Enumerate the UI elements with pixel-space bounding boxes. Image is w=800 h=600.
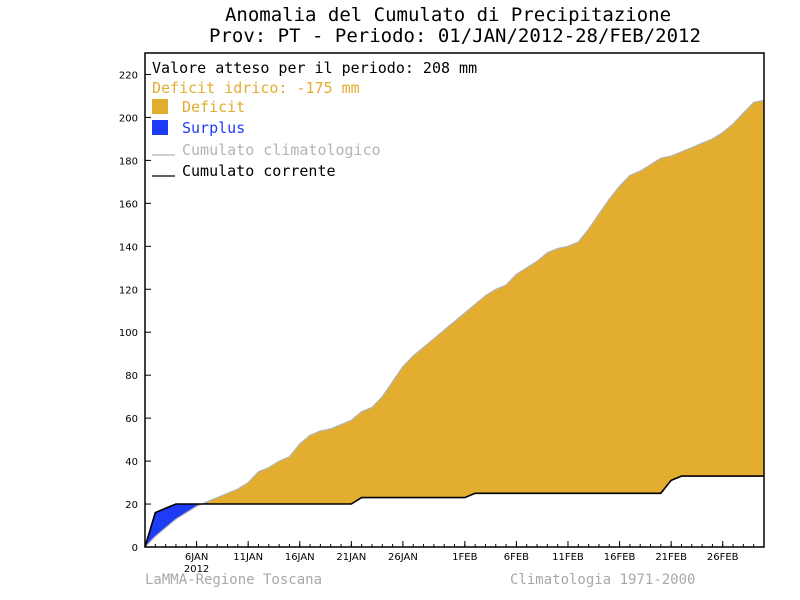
y-tick-label: 160 bbox=[119, 199, 138, 210]
y-tick-label: 0 bbox=[132, 543, 138, 554]
x-tick-label: 11FEB bbox=[552, 552, 584, 563]
y-tick-label: 140 bbox=[119, 242, 138, 253]
x-tick-label: 6JAN bbox=[185, 552, 208, 563]
y-tick-label: 180 bbox=[119, 156, 138, 167]
plot-area bbox=[144, 99, 765, 548]
current-line bbox=[144, 475, 764, 548]
y-tick-label: 40 bbox=[125, 457, 138, 468]
legend-label: Surplus bbox=[182, 119, 245, 137]
x-tick-year-label: 2012 bbox=[184, 564, 209, 575]
footer-right: Climatologia 1971-2000 bbox=[510, 572, 695, 588]
y-axis: 0 20 40 60 80 100 120 140 160 180 200 220 bbox=[119, 70, 151, 554]
x-tick-label: 11JAN bbox=[233, 552, 263, 563]
legend-label: Deficit bbox=[182, 98, 245, 116]
climatological-line bbox=[144, 99, 765, 548]
x-tick-label: 1FEB bbox=[452, 552, 477, 563]
y-tick-label: 120 bbox=[119, 285, 138, 296]
x-tick-label: 26JAN bbox=[388, 552, 418, 563]
legend-label: Cumulato corrente bbox=[182, 162, 336, 180]
x-tick-label: 16FEB bbox=[604, 552, 636, 563]
legend-swatch-deficit bbox=[152, 99, 168, 114]
x-tick-label: 21JAN bbox=[336, 552, 366, 563]
chart-title: Anomalia del Cumulato di Precipitazione bbox=[225, 4, 671, 26]
y-tick-label: 60 bbox=[125, 414, 138, 425]
y-tick-label: 200 bbox=[119, 113, 138, 124]
x-tick-label: 21FEB bbox=[655, 552, 687, 563]
y-tick-label: 100 bbox=[119, 328, 138, 339]
y-tick-label: 80 bbox=[125, 371, 138, 382]
footer-left: LaMMA-Regione Toscana bbox=[145, 572, 322, 588]
legend-label: Cumulato climatologico bbox=[182, 141, 381, 159]
y-tick-label: 220 bbox=[119, 70, 138, 81]
chart-subtitle: Prov: PT - Periodo: 01/JAN/2012-28/FEB/2… bbox=[209, 25, 701, 47]
x-tick-label: 26FEB bbox=[707, 552, 739, 563]
surplus-area bbox=[145, 501, 207, 547]
x-tick-label: 6FEB bbox=[504, 552, 529, 563]
x-tick-label: 16JAN bbox=[285, 552, 315, 563]
legend-swatch-surplus bbox=[152, 120, 168, 135]
y-tick-label: 20 bbox=[125, 500, 138, 511]
legend: Valore atteso per il periodo: 208 mm Def… bbox=[152, 59, 477, 180]
deficit-area bbox=[145, 100, 764, 548]
expected-value-text: Valore atteso per il periodo: 208 mm bbox=[152, 59, 477, 77]
deficit-value-text: Deficit idrico: -175 mm bbox=[152, 79, 360, 97]
